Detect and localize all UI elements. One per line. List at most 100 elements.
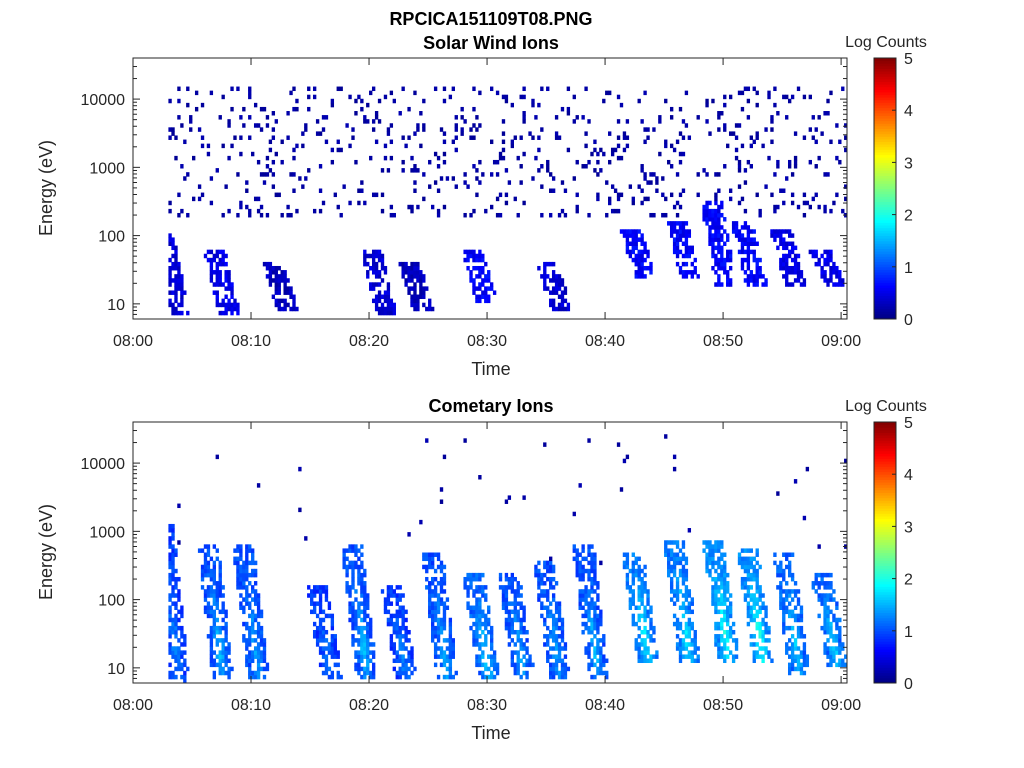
heatmap-cell — [401, 658, 405, 664]
heatmap-cell — [448, 650, 453, 655]
heatmap-cell — [546, 638, 550, 643]
heatmap-cell — [419, 111, 423, 116]
heatmap-cell — [799, 613, 804, 619]
heatmap-cell — [354, 617, 358, 623]
heatmap-cell — [307, 168, 311, 173]
heatmap-cell — [717, 650, 721, 655]
heatmap-cell — [224, 646, 228, 651]
heatmap-cell — [672, 221, 677, 226]
heatmap-cell — [333, 638, 337, 643]
heatmap-cell — [755, 102, 759, 108]
heatmap-cell — [767, 625, 771, 631]
heatmap-cell — [631, 581, 635, 586]
heatmap-cell — [723, 265, 727, 271]
heatmap-cell — [371, 257, 376, 263]
heatmap-cell — [330, 674, 335, 680]
heatmap-cell — [749, 270, 753, 275]
heatmap-cell — [646, 601, 650, 606]
heatmap-cell — [490, 625, 494, 631]
heatmap-cell — [484, 638, 488, 643]
heatmap-cell — [251, 585, 255, 590]
heatmap-cell — [640, 119, 644, 124]
heatmap-cell — [560, 306, 565, 312]
heatmap-cell — [560, 658, 565, 664]
heatmap-cell — [546, 650, 550, 655]
heatmap-cell — [251, 572, 255, 578]
heatmap-cell — [755, 282, 759, 287]
heatmap-cell — [230, 143, 234, 149]
heatmap-cell — [776, 585, 780, 590]
heatmap-cell — [779, 605, 783, 610]
heatmap-cell — [826, 249, 830, 255]
y-tick-label: 10 — [107, 297, 125, 314]
heatmap-cell — [755, 581, 759, 586]
heatmap-cell — [245, 597, 249, 602]
heatmap-cell — [218, 572, 222, 578]
heatmap-cell — [708, 560, 712, 566]
heatmap-cell — [823, 270, 827, 275]
heatmap-cell — [283, 278, 287, 283]
heatmap-cell — [731, 658, 736, 664]
heatmap-cell — [667, 548, 671, 553]
heatmap-cell — [383, 601, 388, 606]
heatmap-cell — [773, 552, 777, 557]
heatmap-cell — [602, 151, 606, 157]
heatmap-cell — [782, 576, 786, 582]
heatmap-cell — [625, 454, 630, 460]
heatmap-cell — [714, 192, 718, 198]
heatmap-cell — [436, 164, 441, 169]
heatmap-cell — [236, 172, 240, 177]
heatmap-cell — [416, 294, 420, 300]
heatmap-cell — [410, 155, 414, 161]
heatmap-cell — [575, 560, 579, 566]
heatmap-cell — [622, 564, 627, 570]
heatmap-cell — [209, 589, 214, 594]
colorbar-segment — [874, 617, 896, 621]
colorbar-segment — [874, 196, 896, 200]
heatmap-cell — [616, 442, 621, 447]
heatmap-cell — [227, 646, 231, 651]
heatmap-cell — [345, 556, 349, 562]
heatmap-cell — [743, 593, 748, 598]
heatmap-cell — [838, 617, 842, 623]
heatmap-cell — [215, 585, 219, 590]
heatmap-cell — [578, 564, 582, 570]
heatmap-cell — [516, 585, 520, 590]
heatmap-cell — [755, 654, 759, 659]
colorbar-segment — [874, 131, 896, 135]
heatmap-cell — [265, 123, 270, 128]
heatmap-cell — [740, 261, 745, 267]
heatmap-cell — [566, 666, 571, 672]
heatmap-cell — [401, 654, 405, 659]
heatmap-cell — [168, 241, 172, 246]
heatmap-cell — [723, 568, 727, 574]
heatmap-cell — [253, 617, 258, 623]
heatmap-cell — [785, 282, 789, 287]
heatmap-cell — [643, 581, 647, 586]
heatmap-cell — [183, 674, 187, 680]
heatmap-cell — [274, 119, 278, 124]
heatmap-cell — [723, 585, 727, 590]
heatmap-cell — [336, 86, 340, 92]
colorbar-segment — [874, 282, 896, 286]
heatmap-cell — [212, 629, 217, 635]
heatmap-cell — [637, 634, 641, 639]
heatmap-cell — [366, 605, 370, 610]
heatmap-cell — [183, 642, 187, 647]
heatmap-cell — [711, 576, 715, 582]
heatmap-cell — [398, 605, 402, 610]
heatmap-cell — [383, 597, 388, 602]
heatmap-cell — [475, 658, 479, 664]
heatmap-cell — [584, 625, 588, 631]
heatmap-cell — [681, 593, 686, 598]
heatmap-cell — [286, 212, 290, 218]
heatmap-cell — [251, 629, 255, 635]
colorbar-segment — [874, 602, 896, 606]
heatmap-cell — [274, 298, 278, 304]
colorbar-segment — [874, 636, 896, 640]
heatmap-cell — [221, 605, 225, 610]
heatmap-cell — [360, 601, 364, 606]
heatmap-cell — [755, 568, 759, 574]
heatmap-cell — [802, 662, 807, 668]
heatmap-cell — [248, 638, 252, 643]
